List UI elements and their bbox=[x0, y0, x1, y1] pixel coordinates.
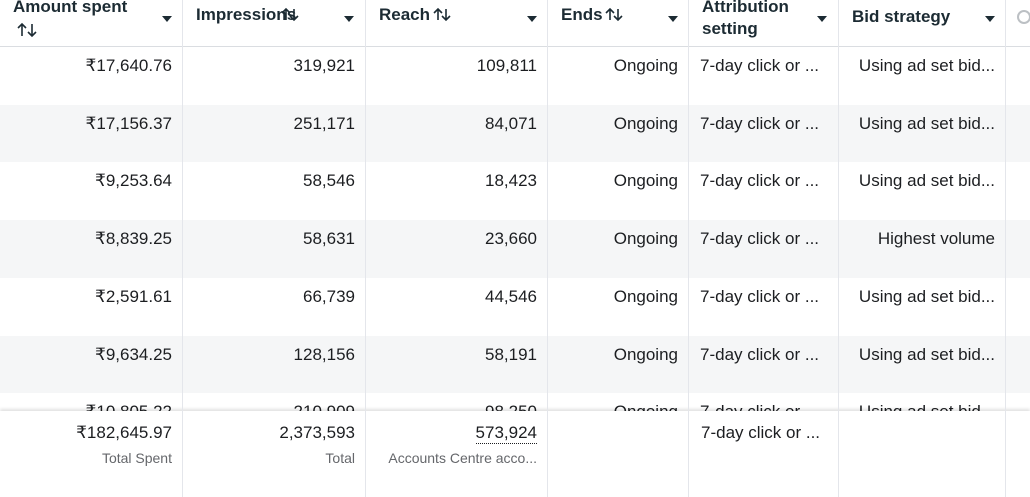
footer-value: ₹182,645.97 bbox=[76, 423, 172, 442]
table-cell: 109,811 bbox=[476, 56, 537, 75]
column-divider bbox=[365, 0, 366, 497]
footer-label: Accounts Centre acco... bbox=[388, 450, 537, 466]
column-divider bbox=[838, 0, 839, 497]
table-cell: Using ad set bid... bbox=[858, 171, 995, 191]
table-cell: Ongoing bbox=[613, 344, 678, 364]
column-divider bbox=[688, 0, 689, 497]
table-cell: 44,546 bbox=[485, 286, 537, 306]
table-cell: Ongoing bbox=[613, 56, 678, 75]
table-cell: 7-day click or ... bbox=[700, 56, 820, 75]
table-row[interactable]: ₹17,640.76 319,921 109,811 Ongoing 7-day cli… bbox=[0, 47, 1030, 105]
table-cell: 58,631 bbox=[303, 229, 355, 249]
table-cell: ₹9,634.25 bbox=[95, 344, 172, 364]
table-cell: 84,071 bbox=[485, 113, 537, 133]
table-cell: 7-day click or ... bbox=[700, 286, 820, 306]
table-cell: ₹8,839.25 bbox=[95, 229, 172, 249]
column-header[interactable]: Attribution setting bbox=[702, 0, 789, 38]
column-header[interactable]: Impressions bbox=[196, 5, 297, 24]
table-cell: Using ad set bid... bbox=[858, 402, 995, 412]
table-row[interactable]: ₹17,156.37 251,171 84,071 Ongoing 7-day clic… bbox=[0, 104, 1030, 163]
table-cell: Ongoing bbox=[613, 171, 678, 191]
table-footer: ₹182,645.97 Total Spent 2,373,593 Total 573,… bbox=[0, 411, 1030, 497]
column-header[interactable]: Bid strategy bbox=[852, 7, 951, 26]
table-cell: 210,909 bbox=[293, 402, 355, 412]
table-cell: 319,921 bbox=[293, 56, 355, 75]
column-divider bbox=[547, 0, 548, 497]
table-row[interactable]: ₹9,634.25 128,156 58,191 Ongoing 7-day click… bbox=[0, 335, 1030, 394]
header-icons bbox=[17, 7, 1030, 38]
table-row[interactable]: ₹10,805.22 210,909 98,250 Ongoing 7-day clic… bbox=[0, 393, 1030, 412]
table-cell: ₹9,253.64 bbox=[95, 171, 172, 191]
table-cell: Ongoing bbox=[613, 113, 678, 133]
table-cell: Using ad set bid... bbox=[858, 113, 995, 133]
footer-value: 573,924 bbox=[475, 423, 537, 444]
footer-label: Total Spent bbox=[101, 450, 172, 466]
table-row[interactable]: ₹8,839.25 58,631 23,660 Ongoing 7-day click … bbox=[0, 220, 1030, 279]
table-cell: Highest volume bbox=[877, 229, 995, 249]
sort-icons bbox=[17, 7, 623, 38]
footer-value: 7-day click or ... bbox=[701, 423, 821, 442]
table-cell: ₹17,640.76 bbox=[85, 56, 172, 75]
table-body: ₹17,640.76 319,921 109,811 Ongoing 7-day cli… bbox=[0, 46, 1030, 412]
column-divider bbox=[182, 0, 183, 497]
column-header[interactable]: Amount spent bbox=[13, 0, 128, 16]
table-cell: 7-day click or ... bbox=[700, 402, 820, 412]
table-cell: Ongoing bbox=[613, 402, 678, 412]
table-cell: 58,191 bbox=[485, 344, 537, 364]
dropdown-carets bbox=[162, 16, 995, 22]
table-cell: Ongoing bbox=[613, 229, 678, 249]
table-cell: 66,739 bbox=[303, 286, 355, 306]
column-icon bbox=[1017, 10, 1030, 24]
table-cell: Ongoing bbox=[613, 286, 678, 306]
footer-label: Total bbox=[325, 450, 355, 466]
table-cell: Using ad set bid... bbox=[858, 344, 995, 364]
column-divider bbox=[1005, 0, 1006, 497]
column-header[interactable]: Ends bbox=[561, 5, 603, 24]
table-cell: 7-day click or ... bbox=[700, 229, 820, 249]
table-cell: 7-day click or ... bbox=[700, 113, 820, 133]
table-cell: 58,546 bbox=[303, 171, 355, 191]
table-cell: 7-day click or ... bbox=[700, 344, 820, 364]
column-header[interactable]: Reach bbox=[379, 5, 431, 24]
table-cell: Using ad set bid... bbox=[858, 286, 995, 306]
table-cell: Using ad set bid... bbox=[858, 56, 995, 75]
table-cell: 98,250 bbox=[485, 402, 537, 412]
table-cell: 7-day click or ... bbox=[700, 171, 820, 191]
table-cell: 128,156 bbox=[293, 344, 355, 364]
table-row[interactable]: ₹2,591.61 66,739 44,546 Ongoing 7-day click … bbox=[0, 277, 1030, 336]
footer-value: 2,373,593 bbox=[279, 423, 355, 442]
table-row[interactable]: ₹9,253.64 58,546 18,423 Ongoing 7-day click … bbox=[0, 162, 1030, 221]
table-cell: 251,171 bbox=[293, 113, 355, 133]
table-cell: ₹17,156.37 bbox=[85, 113, 172, 133]
table-cell: ₹10,805.22 bbox=[85, 402, 172, 412]
table-cell: 18,423 bbox=[485, 171, 537, 191]
table-cell: 23,660 bbox=[485, 229, 537, 249]
table-cell: ₹2,591.61 bbox=[95, 286, 172, 306]
